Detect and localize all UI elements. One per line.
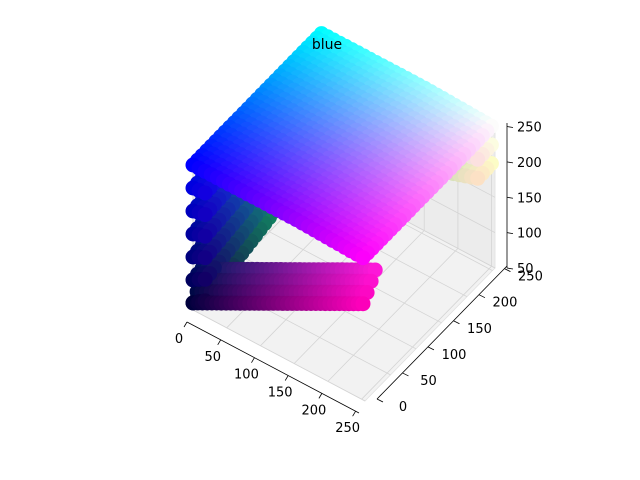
z-tick-mark [506,232,514,235]
y-tick-mark [427,346,435,351]
y-tick-mark [376,398,384,403]
y-tick-mark [504,268,511,272]
y-tick-label: 150 [467,322,492,337]
z-tick-label: 50 [517,262,534,277]
z-tick-label: 100 [517,227,542,242]
x-tick-mark [318,393,323,399]
data-point [197,207,213,223]
x-tick-mark [352,411,356,417]
data-point [197,228,213,244]
x-tick-mark [217,339,222,346]
x-tick-label: 150 [268,386,293,401]
y-tick-label: 250 [518,270,543,285]
x-tick-mark [251,357,255,363]
z-tick-mark [506,267,514,270]
x-tick-label: 250 [335,421,360,436]
y-tick-label: 50 [420,374,437,389]
data-point [197,271,213,287]
x-tick-label: 100 [234,368,259,383]
data-point [355,296,371,312]
x-axis-line [186,321,360,414]
x-tick-label: 50 [204,350,221,365]
y-tick-label: 100 [442,348,467,363]
data-point [197,185,213,201]
z-tick-label: 250 [517,121,542,136]
x-tick-label: 200 [301,403,326,418]
x-tick-mark [284,375,289,381]
x-tick-label: 0 [175,332,183,347]
y-tick-label: 200 [493,296,518,311]
z-tick-mark [506,126,514,128]
x-tick-mark [183,321,188,328]
data-surface [185,26,499,312]
z-tick-mark [506,161,514,164]
chart-title: blue [312,37,342,53]
y-axis-line [376,265,508,400]
data-point [355,250,371,266]
y-tick-label: 0 [399,400,407,415]
axis-ticks: 0501001502002500501001502002505010015020… [175,121,543,437]
y-tick-mark [478,294,486,299]
z-tick-mark [506,196,514,199]
data-point [470,170,486,186]
axis-lines [186,123,508,414]
data-point [363,273,379,289]
z-tick-label: 200 [517,156,542,171]
data-point [197,250,213,266]
z-tick-label: 150 [517,191,542,206]
y-tick-mark [402,372,409,377]
y-tick-mark [453,320,460,325]
data-point [470,151,486,167]
